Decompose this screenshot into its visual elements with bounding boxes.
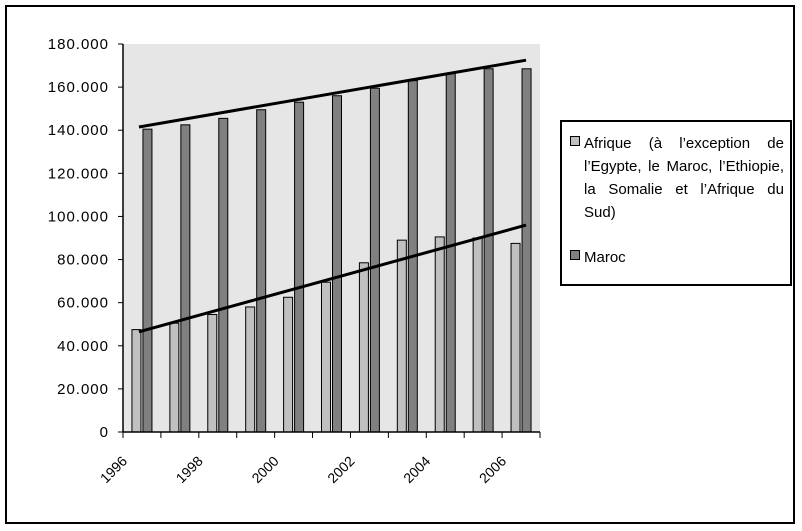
x-tick-label: 2002 <box>324 453 357 486</box>
bar-maroc-1998 <box>218 117 229 433</box>
y-tick-label: 180.000 <box>48 36 109 53</box>
trendline-afrique <box>138 223 527 334</box>
bar-maroc-2002 <box>369 87 380 433</box>
y-tick-label: 40.000 <box>57 338 109 355</box>
bar-maroc-2006 <box>521 68 532 433</box>
y-tick-label: 0 <box>100 424 109 441</box>
bar-maroc-1996 <box>142 128 153 433</box>
y-tick-label: 160.000 <box>48 79 109 96</box>
plot-area <box>123 44 540 432</box>
x-tick-label: 1998 <box>173 453 206 486</box>
bar-afrique-2002 <box>358 262 369 433</box>
y-tick-label: 20.000 <box>57 381 109 398</box>
bar-afrique-1999 <box>245 306 256 433</box>
bar-afrique-2003 <box>396 239 407 433</box>
y-tick-label: 100.000 <box>48 208 109 225</box>
x-tick-label: 2006 <box>476 453 509 486</box>
x-tick-label: 1996 <box>97 453 130 486</box>
bar-afrique-2006 <box>510 242 521 433</box>
bar-maroc-2005 <box>483 68 494 433</box>
bar-afrique-2000 <box>283 296 294 433</box>
bar-maroc-1999 <box>256 109 267 433</box>
legend: Afrique (à l’exception de l’Egypte, le M… <box>560 120 792 286</box>
legend-label-maroc: Maroc <box>584 249 626 266</box>
legend-swatch-maroc <box>570 250 580 260</box>
y-tick-label: 140.000 <box>48 122 109 139</box>
bar-maroc-2004 <box>445 72 456 433</box>
bar-afrique-2005 <box>472 237 483 433</box>
bar-maroc-2001 <box>332 95 342 433</box>
x-tick-label: 2000 <box>248 453 281 486</box>
y-tick-label: 80.000 <box>57 252 109 269</box>
trendline-maroc <box>138 58 527 129</box>
bar-afrique-1998 <box>207 314 218 433</box>
bar-maroc-1997 <box>180 124 191 433</box>
legend-label-afrique: Afrique (à l’exception de l’Egypte, le M… <box>584 135 784 221</box>
bar-afrique-2001 <box>321 281 331 433</box>
y-tick-label: 60.000 <box>57 295 109 312</box>
y-tick-label: 120.000 <box>48 165 109 182</box>
bar-afrique-1996 <box>131 329 142 433</box>
bar-maroc-2000 <box>294 101 305 433</box>
x-tick-label: 2004 <box>400 453 433 486</box>
bar-afrique-2004 <box>434 236 445 433</box>
legend-swatch-afrique <box>570 136 580 146</box>
bar-afrique-1997 <box>169 322 180 433</box>
